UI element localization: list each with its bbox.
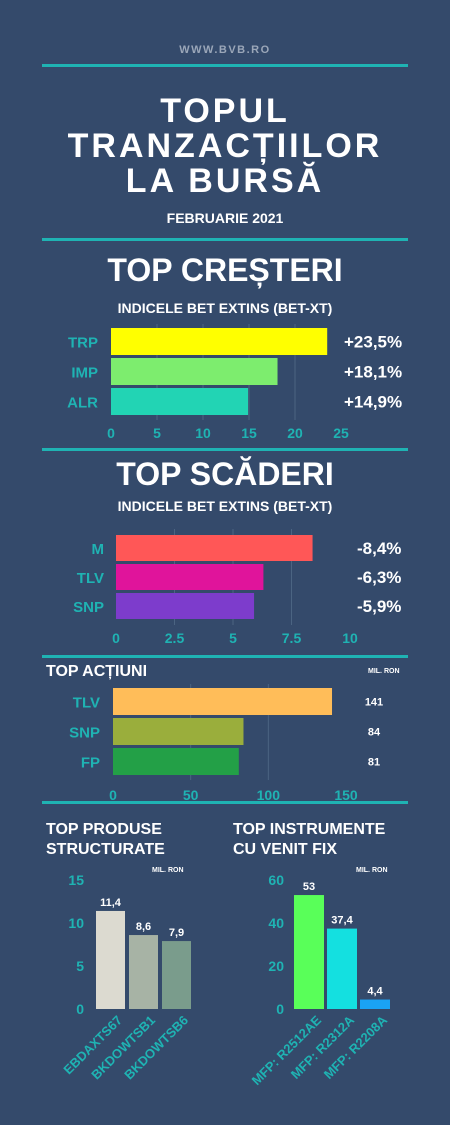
value-label: 84 (368, 727, 381, 739)
value-label: +18,1% (344, 363, 402, 382)
value-label: 8,6 (136, 921, 151, 933)
divider (42, 448, 408, 451)
divider (42, 655, 408, 658)
category-label: IMP (71, 365, 98, 382)
shares-title: TOP ACȚIUNI (46, 663, 148, 680)
gainers-subtitle: INDICELE BET EXTINS (BET-XT) (117, 300, 333, 316)
bar (294, 895, 324, 1009)
x-tick-label: 2.5 (165, 630, 185, 646)
category-label: M (92, 541, 105, 558)
value-label: -5,9% (357, 597, 401, 616)
bar (116, 564, 264, 590)
bar (162, 941, 191, 1009)
fixedincome-unit: MIL. RON (356, 867, 388, 874)
losers-chart: 0 2.5 5 7.5 10 M -8,4% TLV -6,3% SNP -5,9% (73, 529, 401, 646)
value-label: -8,4% (357, 539, 401, 558)
gainers-title: TOP CREȘTERI (107, 252, 343, 288)
y-tick-label: 40 (268, 915, 284, 931)
main-title-line-1: TOPUL (160, 92, 290, 130)
structured-chart: 05101511,4EBDAXTS678,6BKDOWTSB17,9BKDOWT… (60, 872, 191, 1082)
category-label: TRP (68, 335, 98, 352)
bar (113, 688, 333, 715)
main-title-line-2: TRANZACȚIILOR (67, 127, 383, 165)
value-label: 7,9 (169, 927, 184, 939)
bar (111, 358, 278, 385)
structured-unit: MIL. RON (152, 867, 184, 874)
value-label: 81 (368, 757, 380, 769)
divider (42, 64, 408, 67)
y-tick-label: 60 (268, 872, 284, 888)
bar (96, 910, 125, 1009)
bar (113, 748, 239, 775)
value-label: 37,4 (331, 915, 353, 927)
category-label: SNP (73, 599, 104, 616)
x-tick-label: 10 (342, 630, 358, 646)
value-label: +14,9% (344, 393, 402, 412)
value-label: 53 (303, 881, 315, 893)
x-tick-label: 5 (153, 425, 161, 441)
category-label: SNP (69, 725, 100, 742)
x-tick-label: 100 (257, 787, 281, 803)
category-label: TLV (77, 570, 104, 587)
x-tick-label: 0 (109, 787, 117, 803)
bar (360, 999, 390, 1009)
divider (42, 801, 408, 804)
structured-title-line-1: TOP PRODUSE (46, 821, 162, 838)
site-url: WWW.BVB.RO (179, 44, 271, 56)
y-tick-label: 10 (68, 915, 84, 931)
x-tick-label: 15 (241, 425, 257, 441)
category-label: TLV (73, 695, 100, 712)
y-tick-label: 0 (276, 1001, 284, 1017)
period-label: FEBRUARIE 2021 (166, 210, 284, 226)
shares-unit: MIL. RON (368, 668, 400, 675)
x-tick-label: 50 (183, 787, 199, 803)
x-tick-label: 10 (195, 425, 211, 441)
category-label: ALR (67, 395, 98, 412)
losers-title: TOP SCĂDERI (116, 456, 334, 492)
fixedincome-title-line-2: CU VENIT FIX (233, 841, 338, 858)
x-tick-label: 25 (333, 425, 349, 441)
value-label: 11,4 (100, 897, 122, 909)
shares-chart: 0 50 100 150 TLV 141 SNP 84 FP 81 (69, 684, 383, 803)
bar (111, 328, 328, 355)
value-label: 4,4 (367, 986, 383, 998)
value-label: -6,3% (357, 568, 401, 587)
bar (111, 388, 249, 415)
x-tick-label: 0 (112, 630, 120, 646)
bar (116, 593, 255, 619)
y-tick-label: 20 (268, 958, 284, 974)
fixedincome-title-line-1: TOP INSTRUMENTE (233, 821, 386, 838)
bar (116, 535, 313, 561)
value-label: 141 (365, 697, 383, 709)
y-tick-label: 0 (76, 1001, 84, 1017)
bar (113, 718, 244, 745)
bar (327, 928, 357, 1009)
structured-title-line-2: STRUCTURATE (46, 841, 165, 858)
x-tick-label: 7.5 (282, 630, 302, 646)
x-tick-label: 150 (334, 787, 358, 803)
x-tick-label: 0 (107, 425, 115, 441)
gainers-chart: 0 5 10 15 20 25 TRP +23,5% IMP +18,1% ALR +14,9% (67, 324, 402, 441)
x-tick-label: 5 (229, 630, 237, 646)
value-label: +23,5% (344, 333, 402, 352)
y-tick-label: 5 (76, 958, 84, 974)
divider (42, 238, 408, 241)
losers-subtitle: INDICELE BET EXTINS (BET-XT) (117, 498, 333, 514)
x-tick-label: 20 (287, 425, 303, 441)
y-tick-label: 15 (68, 872, 84, 888)
category-label: FP (81, 755, 100, 772)
bar (129, 935, 158, 1009)
main-title-line-3: LA BURSĂ (125, 162, 325, 200)
